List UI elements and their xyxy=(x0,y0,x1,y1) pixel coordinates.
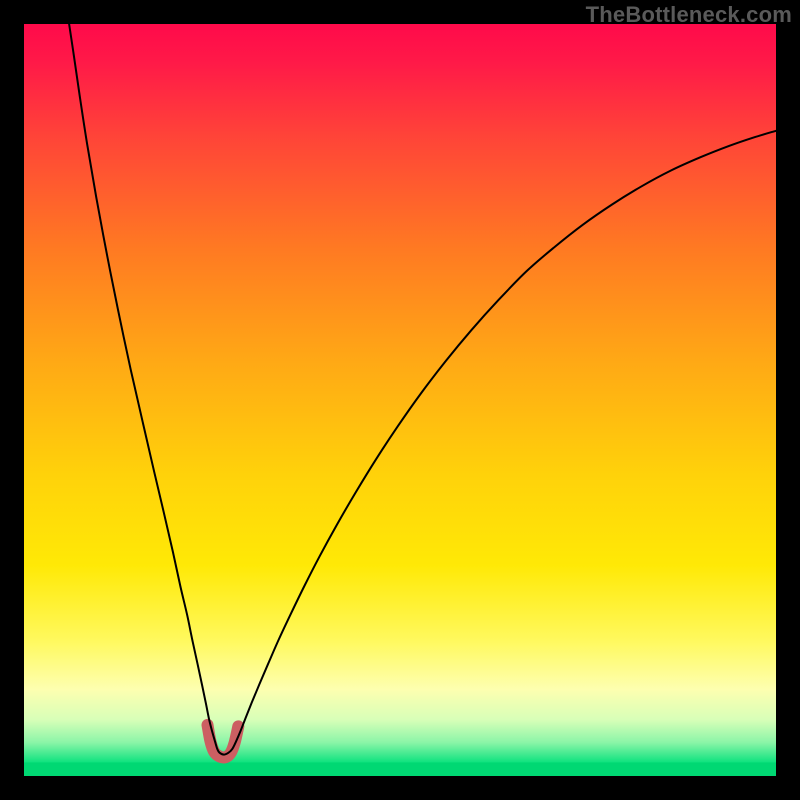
chart-svg xyxy=(0,0,800,800)
watermark-text: TheBottleneck.com xyxy=(586,2,792,28)
baseline-band xyxy=(24,762,776,776)
chart-canvas: TheBottleneck.com xyxy=(0,0,800,800)
